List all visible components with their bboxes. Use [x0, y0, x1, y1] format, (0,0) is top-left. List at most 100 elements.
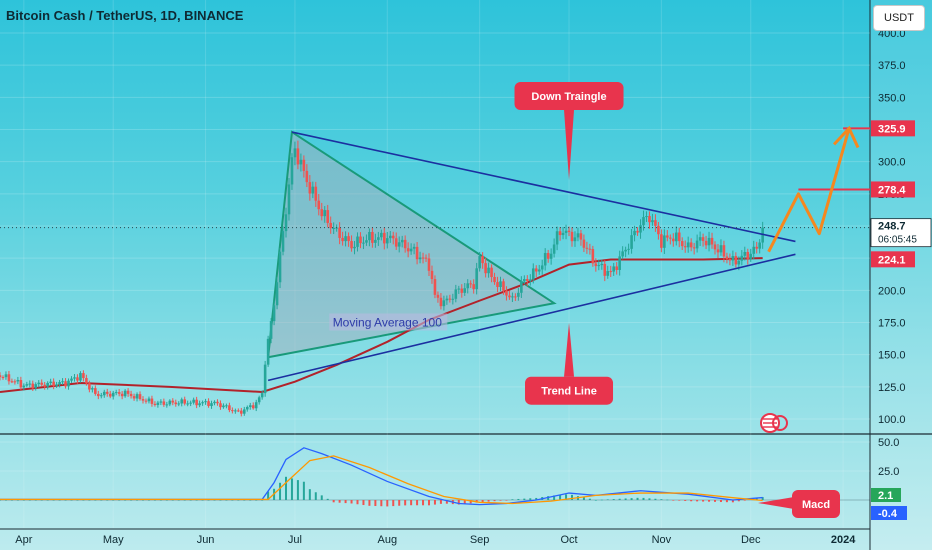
time-tick-label: May [103, 534, 124, 546]
macd-histogram-bar [183, 500, 186, 501]
candle-body [549, 253, 553, 259]
candle-body [263, 364, 267, 394]
macd-histogram-bar [100, 500, 103, 501]
candle-body [627, 248, 630, 250]
macd-histogram-bar [731, 500, 734, 503]
macd-histogram-bar [177, 500, 180, 501]
candle-body [564, 230, 568, 233]
candle-body [517, 292, 520, 297]
candle-body [257, 397, 261, 403]
candle-body [82, 373, 85, 379]
macd-histogram-bar [189, 500, 192, 501]
price-tick-label: 125.0 [878, 382, 906, 394]
candle-body [0, 375, 2, 378]
candle-body [546, 253, 550, 259]
macd-histogram-bar [428, 500, 430, 506]
candle-body [234, 410, 237, 412]
time-tick-label: Oct [560, 534, 577, 546]
candle-body [439, 297, 443, 307]
macd-histogram-bar [654, 498, 657, 500]
macd-histogram-bar [469, 500, 472, 504]
macd-histogram-bar [76, 500, 79, 501]
candle-body [385, 238, 389, 244]
macd-histogram-bar [159, 500, 162, 501]
macd-tick-label: 25.0 [878, 466, 899, 478]
macd-histogram-bar [439, 500, 442, 504]
candle-body [150, 398, 154, 404]
macd-histogram-bar [219, 500, 222, 501]
candle-body [490, 267, 493, 278]
macd-histogram-bar [612, 499, 615, 500]
candle-body [362, 242, 365, 244]
macd-histogram-bar [207, 500, 210, 501]
candle-body [344, 236, 347, 242]
candle-body [49, 381, 52, 383]
macd-histogram-bar [433, 500, 436, 505]
time-tick-label: Jul [288, 534, 302, 546]
candle-body [582, 239, 586, 248]
price-tick-label: 100.0 [878, 414, 906, 426]
candle-body [320, 209, 324, 217]
candle-body [111, 392, 115, 397]
candle-body [433, 279, 437, 295]
candle-body [722, 245, 726, 257]
macd-histogram-bar [58, 500, 61, 501]
candle-body [561, 232, 565, 236]
macd-histogram-bar [380, 500, 383, 507]
candle-body [677, 232, 681, 242]
candle-body [701, 237, 705, 241]
macd-histogram-bar [279, 482, 282, 500]
candle-body [201, 402, 204, 404]
callout-box [514, 82, 624, 111]
candle-body [156, 402, 160, 405]
candle-body [102, 391, 106, 396]
callout-pointer [758, 496, 800, 510]
macd-histogram-bar [559, 494, 562, 500]
macd-histogram-bar [666, 499, 669, 501]
candle-body [636, 230, 639, 233]
macd-histogram-bar [94, 500, 97, 501]
candle-body [591, 249, 595, 264]
time-tick-label: Jun [197, 534, 215, 546]
macd-histogram-bar [34, 500, 37, 501]
macd-histogram-bar [535, 497, 538, 500]
candle-body [713, 244, 717, 250]
candle-body [281, 231, 285, 252]
macd-histogram-bar [392, 500, 395, 507]
chart-title: Bitcoin Cash / TetherUS, 1D, BINANCE [6, 8, 244, 23]
candle-body [43, 384, 46, 387]
candle-body [186, 403, 189, 405]
candle-body [689, 242, 693, 248]
macd-histogram-bar [362, 500, 365, 506]
candle-body [448, 298, 452, 300]
price-label-badge [871, 181, 915, 198]
candle-body [105, 391, 109, 394]
candle-body [752, 246, 756, 254]
candle-body [302, 159, 306, 171]
candle-body [97, 393, 100, 397]
candle-body [654, 220, 657, 226]
macd-histogram-bar [350, 500, 353, 504]
candle-body [388, 235, 392, 239]
candle-body [269, 321, 273, 339]
candle-body [272, 305, 276, 322]
forecast-arrowhead [832, 125, 860, 149]
callout-pointer [564, 110, 575, 181]
candle-body [67, 380, 70, 387]
candle-body [138, 394, 142, 400]
down-triangle-callout: Down Traingle [514, 82, 624, 181]
candle-body [409, 248, 413, 252]
forecast-path [767, 127, 851, 253]
candle-body [85, 378, 88, 384]
candle-body [505, 290, 508, 296]
candle-body [523, 279, 526, 282]
candle-body [746, 251, 750, 259]
candle-body [278, 251, 282, 283]
time-tick-label: 2024 [831, 534, 856, 546]
candle-body [52, 381, 55, 386]
candle-body [129, 393, 133, 397]
candle-body [374, 239, 377, 243]
currency-button[interactable]: USDT [873, 5, 925, 31]
candle-body [356, 236, 359, 247]
